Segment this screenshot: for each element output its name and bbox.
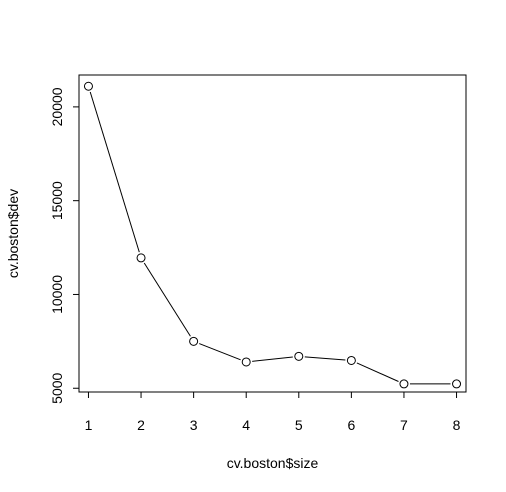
series-segment bbox=[356, 362, 399, 382]
x-tick-label: 6 bbox=[347, 417, 355, 433]
x-tick-label: 1 bbox=[85, 417, 93, 433]
x-axis-label: cv.boston$size bbox=[227, 455, 319, 471]
data-point bbox=[241, 357, 251, 367]
series-segment bbox=[143, 262, 191, 337]
data-point bbox=[399, 379, 409, 389]
x-tick-label: 7 bbox=[400, 417, 408, 433]
x-tick-label: 2 bbox=[137, 417, 145, 433]
y-tick-label: 10000 bbox=[49, 275, 65, 314]
series-segment bbox=[89, 91, 140, 253]
series-segment bbox=[252, 356, 293, 362]
x-axis: 1 2 3 4 5 6 7 8 bbox=[85, 392, 461, 433]
data-point bbox=[346, 355, 356, 365]
data-point bbox=[83, 81, 93, 91]
x-tick-label: 8 bbox=[453, 417, 461, 433]
series-segment bbox=[199, 343, 241, 361]
x-tick-label: 4 bbox=[242, 417, 250, 433]
x-tick-label: 5 bbox=[295, 417, 303, 433]
data-point bbox=[452, 379, 462, 389]
plot-frame bbox=[78, 74, 467, 393]
y-axis-label: cv.boston$dev bbox=[5, 189, 21, 278]
y-axis: 5000 10000 15000 20000 bbox=[49, 87, 79, 404]
data-point bbox=[189, 336, 199, 346]
series-dev bbox=[83, 81, 462, 389]
data-point bbox=[294, 351, 304, 361]
y-tick-label: 15000 bbox=[49, 181, 65, 220]
y-tick-label: 20000 bbox=[49, 87, 65, 126]
y-tick-label: 5000 bbox=[49, 372, 65, 403]
x-tick-label: 3 bbox=[190, 417, 198, 433]
series-segment bbox=[304, 356, 346, 361]
data-point bbox=[136, 253, 146, 263]
